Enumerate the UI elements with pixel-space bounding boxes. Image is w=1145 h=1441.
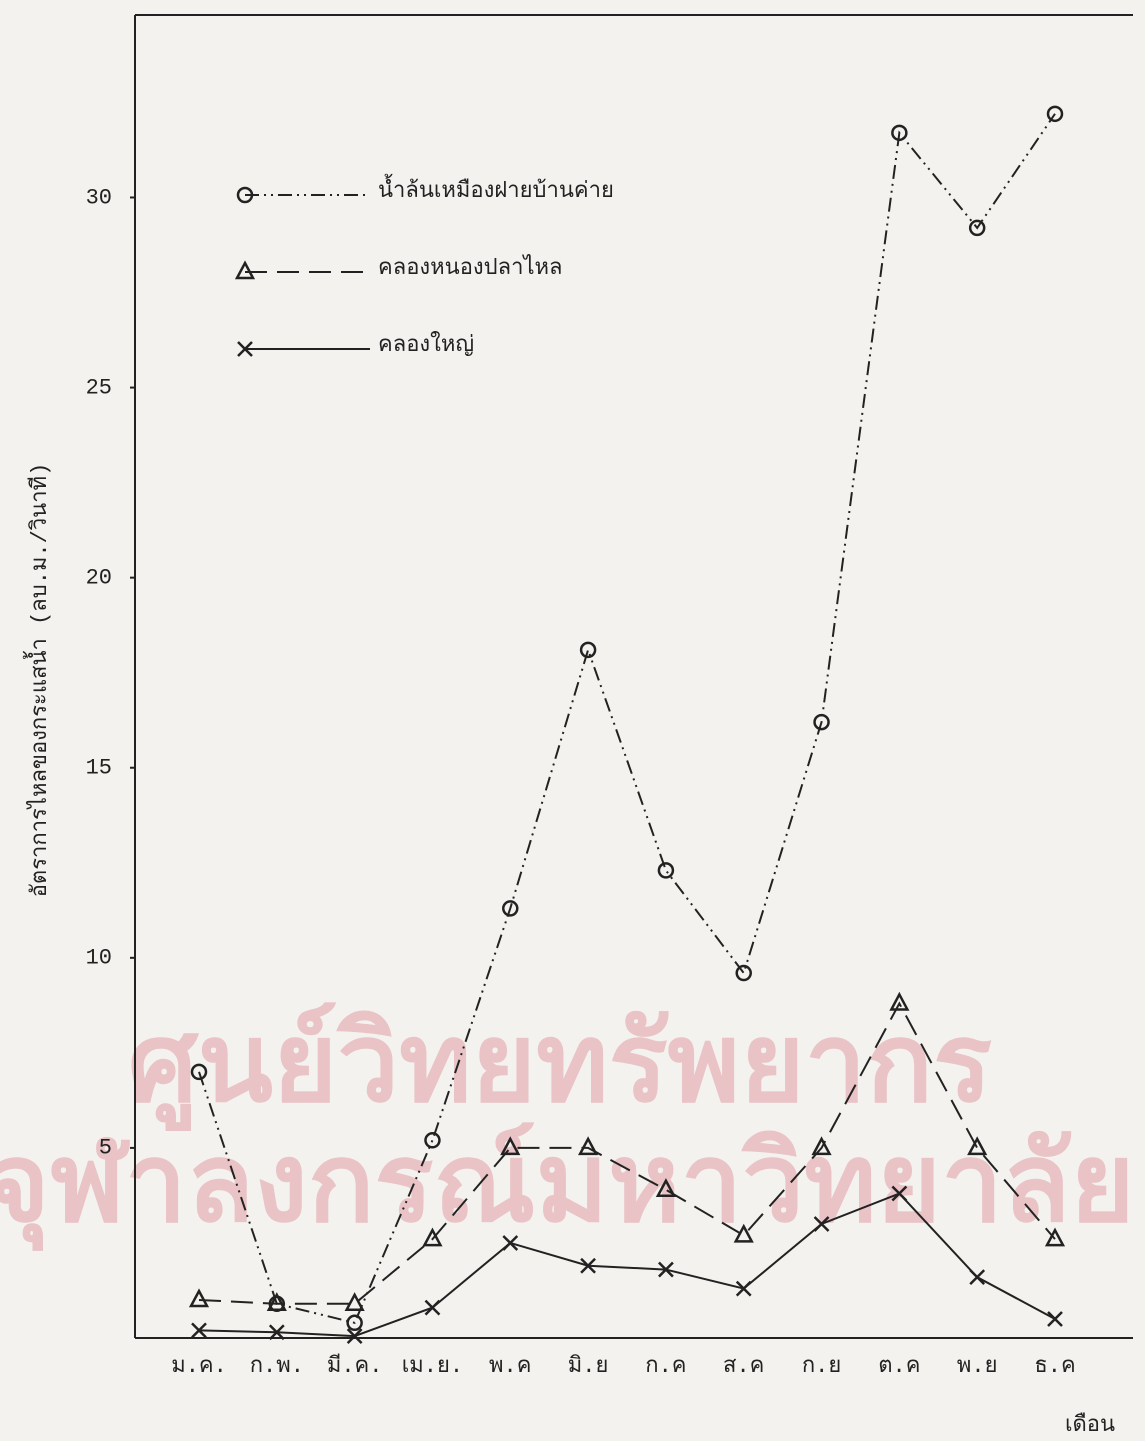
x-tick-label: พ.ค [489, 1354, 531, 1379]
x-tick-label: ธ.ค [1034, 1354, 1075, 1379]
marker [191, 1291, 207, 1306]
x-tick-label: ก.พ. [250, 1354, 304, 1379]
x-tick-label: เม.ย. [402, 1354, 463, 1379]
legend-label: คลองใหญ่ [378, 331, 474, 358]
watermark: ศูนย์วิทยทรัพยากร [128, 998, 992, 1131]
y-tick-label: 10 [86, 946, 112, 971]
y-tick-label: 20 [86, 565, 112, 590]
marker [970, 1270, 984, 1284]
legend-label: น้ำล้นเหมืองฝายบ้านค่าย [378, 174, 614, 204]
watermark: จุฬาลงกรณ์มหาวิทยาลัย [0, 1118, 1135, 1251]
x-axis-label: เดือน [1065, 1412, 1115, 1438]
y-axis-label: อัตราการไหลของกระแสน้ำ (ลบ.ม./วินาที) [23, 463, 53, 898]
x-tick-label: มิ.ย [568, 1354, 609, 1379]
y-tick-label: 25 [86, 375, 112, 400]
marker [425, 1301, 439, 1315]
marker [1048, 1312, 1062, 1326]
marker [737, 1282, 751, 1296]
x-tick-label: มี.ค. [327, 1353, 383, 1379]
y-tick-label: 5 [99, 1136, 112, 1161]
chart: ศูนย์วิทยทรัพยากร จุฬาลงกรณ์มหาวิทยาลัย … [0, 0, 1145, 1441]
y-tick-label: 30 [86, 185, 112, 210]
legend-marker [237, 263, 253, 278]
x-tick-label: ต.ค [878, 1354, 920, 1379]
legend-label: คลองหนองปลาไหล [378, 254, 563, 281]
x-tick-label: ก.ค [645, 1354, 686, 1379]
marker [347, 1295, 363, 1310]
x-tick-label: ม.ค. [171, 1354, 227, 1379]
y-tick-label: 15 [86, 756, 112, 781]
marker [581, 643, 595, 657]
x-tick-label: ก.ย [802, 1354, 841, 1379]
x-tick-label: ส.ค [723, 1354, 764, 1379]
marker [737, 966, 751, 980]
marker [659, 863, 673, 877]
x-tick-label: พ.ย [957, 1354, 998, 1379]
